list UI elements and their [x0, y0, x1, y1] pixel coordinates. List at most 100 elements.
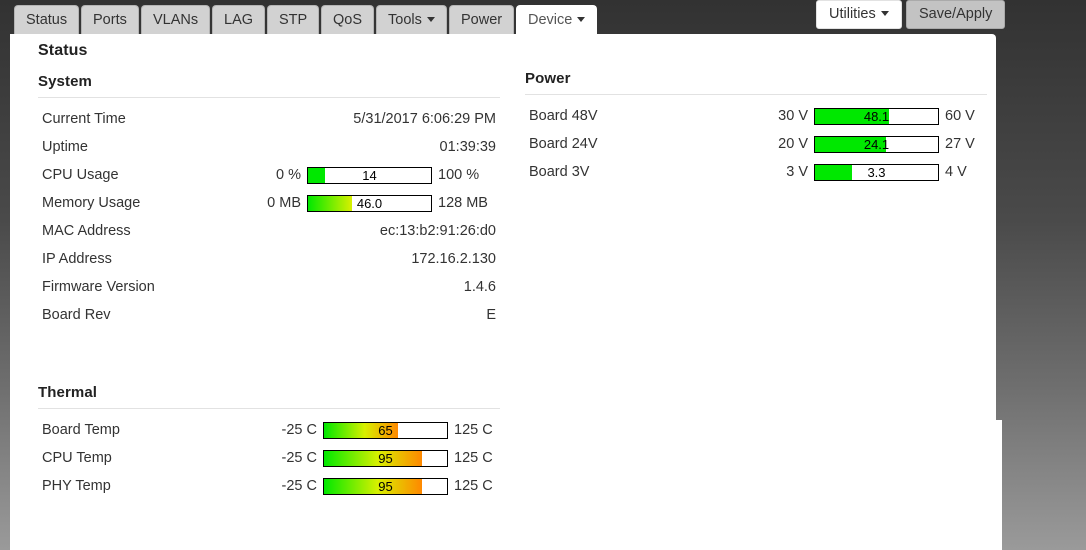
- gauge-label: Memory Usage: [42, 195, 141, 211]
- power-section-title: Power: [525, 70, 571, 87]
- gauge-fill: [324, 450, 423, 466]
- gauge-label: Board 24V: [529, 136, 598, 152]
- info-value: 172.16.2.130: [411, 251, 496, 267]
- gauge-label: Board 3V: [529, 164, 590, 180]
- gauge-fill: [308, 195, 353, 211]
- gauge-bar-memory-usage: 46.0: [307, 194, 432, 212]
- gauge-bar-cpu-usage: 14: [307, 166, 432, 184]
- info-label: Firmware Version: [42, 279, 155, 295]
- gauge-label: Board Temp: [42, 422, 120, 438]
- tab-label: Device: [528, 12, 573, 28]
- tab-vlans[interactable]: VLANs: [141, 5, 211, 35]
- gauge-value-text: 65: [378, 422, 393, 438]
- gauge-value-text: 95: [378, 478, 393, 494]
- gauge-label: Board 48V: [529, 108, 598, 124]
- gauge-row-phy-temp: PHY Temp -25 C 95 125 C: [38, 472, 500, 500]
- info-value: 01:39:39: [439, 139, 496, 155]
- gauge-fill: [324, 478, 423, 494]
- gauge-max-label: 125 C: [454, 422, 493, 438]
- tab-power[interactable]: Power: [449, 5, 515, 35]
- gauge-max-label: 100 %: [438, 167, 480, 183]
- info-row: Firmware Version 1.4.6: [38, 273, 500, 301]
- gauge-value-text: 95: [378, 450, 393, 466]
- save-apply-button[interactable]: Save/Apply: [906, 0, 1006, 29]
- gauge-row-board-24v: Board 24V 20 V 24.1 27 V: [525, 130, 987, 158]
- gauge-bar-board-temp: 65: [323, 421, 448, 439]
- tab-lag[interactable]: LAG: [212, 5, 266, 35]
- info-label: MAC Address: [42, 223, 131, 239]
- chevron-down-icon: [577, 16, 586, 22]
- info-label: Uptime: [42, 139, 88, 155]
- gauge-container: -25 C 65 125 C: [218, 421, 500, 439]
- tab-label: VLANs: [153, 12, 199, 28]
- gauge-min-label: 0 %: [276, 167, 301, 183]
- tab-label: Status: [26, 12, 68, 28]
- gauge-row-memory-usage: Memory Usage 0 MB 46.0 128 MB: [38, 189, 500, 217]
- utilities-button[interactable]: Utilities: [816, 0, 902, 29]
- gauge-fill: [815, 136, 887, 152]
- gauge-max-label: 60 V: [945, 108, 975, 124]
- power-gauge-list: Board 48V 30 V 48.1 60 V Board 24V 20 V 24.1 27…: [525, 102, 987, 186]
- info-value: E: [486, 307, 496, 323]
- gauge-container: 3 V 3.3 4 V: [705, 163, 987, 181]
- info-label: IP Address: [42, 251, 112, 267]
- gauge-value-text: 48.1: [863, 108, 890, 124]
- info-row: Current Time 5/31/2017 6:06:29 PM: [38, 105, 500, 133]
- tab-qos[interactable]: QoS: [321, 5, 375, 35]
- tab-stp[interactable]: STP: [267, 5, 320, 35]
- gauge-bar-board-3v: 3.3: [814, 163, 939, 181]
- chevron-down-icon: [426, 16, 435, 22]
- thermal-divider: [38, 408, 500, 409]
- gauge-fill: [308, 167, 326, 183]
- tab-label: STP: [279, 12, 308, 28]
- gauge-label: CPU Temp: [42, 450, 112, 466]
- gauge-container: 20 V 24.1 27 V: [705, 135, 987, 153]
- thermal-gauge-list: Board Temp -25 C 65 125 C CPU Temp -25 C 95 125…: [38, 416, 500, 500]
- gauge-label: PHY Temp: [42, 478, 111, 494]
- gauge-row-cpu-usage: CPU Usage 0 % 14 100 %: [38, 161, 500, 189]
- system-divider: [38, 97, 500, 98]
- tab-label: QoS: [333, 12, 363, 28]
- gauge-min-label: 0 MB: [267, 195, 301, 211]
- page-title: Status: [38, 42, 88, 59]
- gauge-row-cpu-temp: CPU Temp -25 C 95 125 C: [38, 444, 500, 472]
- gauge-row-board-48v: Board 48V 30 V 48.1 60 V: [525, 102, 987, 130]
- gauge-min-label: -25 C: [281, 450, 317, 466]
- info-value: ec:13:b2:91:26:d0: [379, 223, 496, 239]
- system-info-list: Current Time 5/31/2017 6:06:29 PM Uptime 01…: [38, 105, 500, 329]
- gauge-max-label: 125 C: [454, 478, 493, 494]
- left-column: Status System Current Time 5/31/2017 6:06…: [38, 42, 500, 329]
- tab-device[interactable]: Device: [516, 5, 598, 36]
- tab-ports[interactable]: Ports: [81, 5, 139, 35]
- gauge-bar-cpu-temp: 95: [323, 449, 448, 467]
- utilities-label: Utilities: [829, 6, 876, 22]
- info-value: 5/31/2017 6:06:29 PM: [353, 111, 496, 127]
- info-label: Board Rev: [42, 307, 111, 323]
- main-tab-bar: Status Ports VLANs LAG STP QoS Tools Power Devic…: [0, 0, 1086, 36]
- chevron-down-icon: [880, 10, 889, 16]
- info-row: Uptime 01:39:39: [38, 133, 500, 161]
- gauge-value-text: 46.0: [356, 195, 383, 211]
- gauge-bar-board-24v: 24.1: [814, 135, 939, 153]
- tab-label: Tools: [388, 12, 422, 28]
- info-label: Current Time: [42, 111, 126, 127]
- gauge-container: 30 V 48.1 60 V: [705, 107, 987, 125]
- gauge-container: -25 C 95 125 C: [218, 449, 500, 467]
- system-section-title: System: [38, 73, 92, 90]
- tab-label: Ports: [93, 12, 127, 28]
- gauge-max-label: 27 V: [945, 136, 975, 152]
- tab-status[interactable]: Status: [14, 5, 80, 35]
- gauge-max-label: 125 C: [454, 450, 493, 466]
- gauge-bar-phy-temp: 95: [323, 477, 448, 495]
- info-value: 1.4.6: [463, 279, 496, 295]
- thermal-section: Thermal Board Temp -25 C 65 125 C CPU Temp -2…: [38, 384, 500, 500]
- gauge-min-label: 3 V: [786, 164, 808, 180]
- gauge-fill: [815, 108, 889, 124]
- gauge-max-label: 128 MB: [438, 195, 488, 211]
- tab-tools[interactable]: Tools: [376, 5, 447, 35]
- gauge-bar-board-48v: 48.1: [814, 107, 939, 125]
- gauge-container: -25 C 95 125 C: [218, 477, 500, 495]
- info-row: IP Address 172.16.2.130: [38, 245, 500, 273]
- right-column: Power Board 48V 30 V 48.1 60 V Board 24V 20 V…: [525, 70, 987, 186]
- gauge-row-board-temp: Board Temp -25 C 65 125 C: [38, 416, 500, 444]
